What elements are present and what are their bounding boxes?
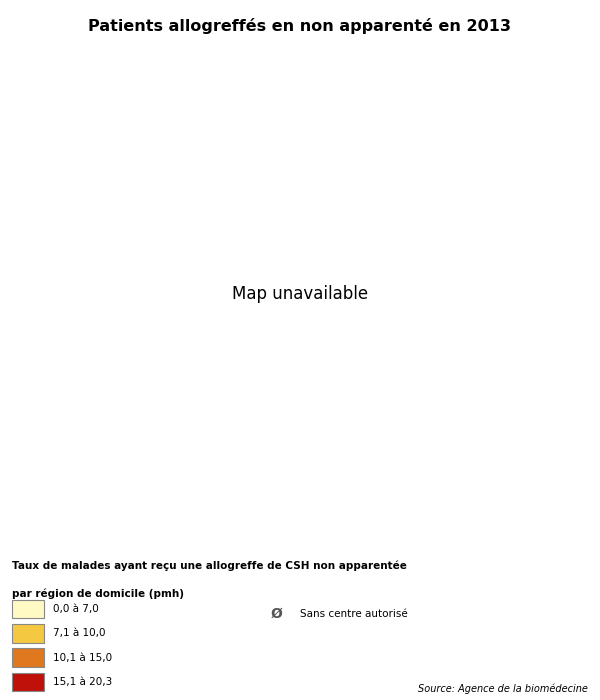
Text: 7,1 à 10,0: 7,1 à 10,0 — [53, 629, 106, 638]
Bar — [12, 648, 44, 667]
Text: 0,0 à 7,0: 0,0 à 7,0 — [53, 604, 99, 614]
Bar — [12, 599, 44, 618]
Text: Source: Agence de la biomédecine: Source: Agence de la biomédecine — [418, 684, 588, 694]
Text: 10,1 à 15,0: 10,1 à 15,0 — [53, 652, 112, 663]
Text: par région de domicile (pmh): par région de domicile (pmh) — [12, 588, 184, 598]
Text: Taux de malades ayant reçu une allogreffe de CSH non apparentée: Taux de malades ayant reçu une allogreff… — [12, 561, 407, 571]
Text: Patients allogreffés en non apparenté en 2013: Patients allogreffés en non apparenté en… — [89, 18, 511, 34]
Bar — [12, 673, 44, 692]
Text: Ø: Ø — [271, 607, 283, 621]
Text: Map unavailable: Map unavailable — [232, 285, 368, 303]
Bar — [12, 624, 44, 643]
Text: 15,1 à 20,3: 15,1 à 20,3 — [53, 677, 112, 687]
Text: Sans centre autorisé: Sans centre autorisé — [300, 609, 408, 619]
